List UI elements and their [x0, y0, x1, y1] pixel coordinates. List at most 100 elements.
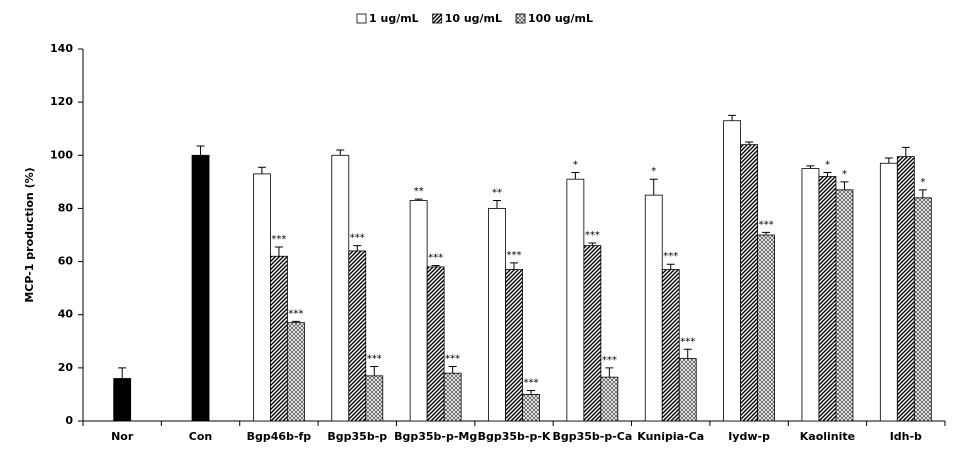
y-tick-label: 60: [58, 255, 74, 268]
x-tick-label: Bgp35b-p: [327, 430, 387, 443]
significance-label: ***: [445, 354, 460, 365]
error-bar: [649, 178, 658, 196]
y-tick-label: 40: [58, 308, 74, 321]
significance-label: *: [573, 160, 578, 171]
error-bar: [571, 172, 580, 180]
bar: [331, 154, 350, 422]
bar: [879, 162, 898, 422]
x-tick-label: Bgp46b-fp: [247, 430, 312, 443]
significance-label: ***: [759, 219, 774, 230]
y-tick-label: 120: [50, 95, 73, 108]
bar: [661, 269, 680, 422]
bar: [191, 154, 210, 422]
error-bar: [370, 366, 379, 376]
error-bar: [806, 165, 815, 169]
significance-label: ***: [367, 354, 382, 365]
significance-label: *: [920, 177, 925, 188]
y-tick-label: 80: [58, 201, 74, 214]
error-bar: [196, 145, 205, 156]
error-bar: [527, 389, 535, 395]
bar: [287, 322, 305, 422]
bar: [443, 372, 462, 422]
bar: [348, 250, 367, 422]
significance-label: ***: [585, 230, 600, 241]
bar: [913, 197, 932, 422]
significance-label: **: [492, 187, 502, 198]
bar: [113, 378, 132, 422]
error-bar: [257, 166, 266, 174]
error-bar: [336, 149, 345, 156]
significance-label: ***: [602, 355, 617, 366]
error-bar: [493, 199, 501, 209]
x-tick-label: Kaolinite: [800, 430, 855, 443]
y-axis-label: MCP-1 production (%): [23, 167, 36, 302]
error-bar: [274, 246, 283, 257]
bar: [644, 194, 663, 422]
error-bar: [588, 242, 597, 246]
y-tick-label: 20: [58, 361, 74, 374]
error-bar: [918, 189, 927, 198]
error-bar: [118, 367, 127, 379]
bar: [253, 173, 271, 422]
legend-label: 100 ug/mL: [528, 12, 593, 25]
bar: [835, 189, 854, 422]
error-bar: [683, 348, 692, 359]
bar: [409, 200, 428, 422]
x-tick-label: Iydw-p: [728, 430, 770, 443]
significance-label: **: [414, 186, 424, 197]
bar: [896, 156, 915, 422]
bar: [270, 255, 288, 422]
bar: [505, 269, 523, 422]
error-bar: [431, 265, 440, 267]
bar: [522, 394, 540, 422]
bar: [678, 358, 697, 422]
x-tick-label: Idh-b: [890, 430, 922, 443]
significance-label: *: [825, 160, 830, 171]
legend-label: 10 ug/mL: [445, 12, 502, 25]
error-bar: [353, 245, 362, 251]
x-tick-label: Kunipia-Ca: [637, 430, 704, 443]
significance-label: ***: [271, 234, 286, 245]
bar: [801, 168, 820, 422]
bar: [818, 176, 837, 422]
y-tick-label: 100: [50, 148, 73, 161]
x-tick-label: Con: [189, 430, 212, 443]
error-bar: [291, 320, 300, 323]
significance-label: *: [651, 166, 656, 177]
error-bar: [728, 114, 737, 121]
bar: [740, 144, 758, 422]
bar: [488, 208, 506, 422]
significance-label: ***: [428, 253, 443, 264]
legend-swatch: [356, 13, 367, 24]
error-bar: [414, 198, 423, 201]
significance-label: ***: [663, 251, 678, 262]
y-tick-label: 0: [65, 414, 73, 427]
x-tick-label: Bgp35b-p-K: [478, 430, 551, 443]
significance-label: ***: [350, 233, 365, 244]
error-bar: [510, 262, 518, 270]
legend-swatch: [432, 13, 443, 24]
error-bar: [762, 231, 771, 235]
bar: [757, 234, 775, 422]
bar: [365, 375, 384, 422]
legend-label: 1 ug/mL: [369, 12, 419, 25]
significance-label: *: [842, 169, 847, 180]
x-tick-label: Bgp35b-p-Ca: [552, 430, 632, 443]
bar: [583, 245, 602, 422]
significance-label: ***: [507, 250, 522, 261]
error-bar: [605, 367, 614, 378]
bar: [426, 266, 445, 422]
error-bar: [448, 366, 457, 374]
error-bar: [823, 172, 832, 177]
bar: [723, 120, 741, 422]
error-bar: [901, 146, 910, 157]
significance-label: ***: [680, 336, 695, 347]
error-bar: [884, 157, 893, 164]
x-tick-label: Nor: [111, 430, 134, 443]
x-tick-label: Bgp35b-p-Mg: [394, 430, 477, 443]
significance-label: ***: [524, 377, 539, 388]
error-bar: [745, 141, 754, 145]
error-bar: [666, 263, 675, 270]
y-tick-label: 140: [50, 42, 73, 55]
